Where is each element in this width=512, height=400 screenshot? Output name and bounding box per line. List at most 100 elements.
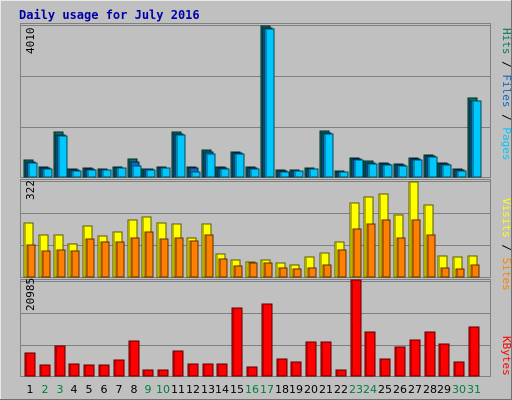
bar-kbytes-day-12 (187, 363, 199, 377)
hits-ymax-label: 4010 (24, 28, 37, 55)
bar-pages-day-6 (101, 169, 112, 178)
bar-pages-day-22 (338, 171, 349, 178)
day-label-17: 17 (260, 383, 274, 396)
day-label-4: 4 (71, 383, 78, 396)
bar-kbytes-day-30 (453, 361, 465, 377)
bar-sites-day-20 (307, 267, 317, 278)
bar-pages-day-4 (71, 170, 82, 178)
bar-pages-day-8 (131, 165, 142, 178)
bar-sites-day-23 (352, 228, 362, 278)
bar-pages-day-25 (382, 164, 393, 178)
day-label-19: 19 (289, 383, 303, 396)
day-label-11: 11 (171, 383, 185, 396)
bar-kbytes-day-4 (68, 363, 80, 377)
bar-pages-day-21 (323, 133, 334, 178)
kbytes-ymax-label: 20985 (24, 278, 37, 311)
day-label-9: 9 (145, 383, 152, 396)
bar-sites-day-26 (396, 237, 406, 278)
bar-kbytes-day-5 (83, 364, 95, 377)
bar-pages-day-11 (175, 134, 186, 178)
bar-pages-day-12 (190, 171, 201, 178)
day-label-5: 5 (86, 383, 93, 396)
kbytes-panel-legend: KBytes (500, 336, 512, 376)
bar-kbytes-day-28 (424, 331, 436, 377)
bar-sites-day-18 (278, 267, 288, 278)
bar-sites-day-12 (189, 240, 199, 278)
bar-pages-day-30 (456, 170, 467, 178)
day-label-21: 21 (319, 383, 333, 396)
bar-pages-day-20 (308, 168, 319, 178)
bar-pages-day-16 (249, 168, 260, 178)
hits-panel-legend: Hits / Files / Pages (500, 28, 512, 161)
bar-pages-day-23 (353, 159, 364, 178)
day-label-18: 18 (275, 383, 289, 396)
bar-kbytes-day-10 (157, 369, 169, 377)
day-label-10: 10 (156, 383, 170, 396)
day-label-12: 12 (186, 383, 200, 396)
bar-kbytes-day-22 (335, 369, 347, 377)
bar-sites-day-28 (426, 234, 436, 278)
bar-pages-day-18 (279, 171, 290, 178)
day-label-16: 16 (245, 383, 259, 396)
bar-sites-day-5 (85, 238, 95, 278)
bar-pages-day-13 (205, 153, 216, 178)
day-label-23: 23 (349, 383, 363, 396)
bar-sites-day-6 (100, 241, 110, 278)
bar-kbytes-day-7 (113, 359, 125, 377)
day-label-1: 1 (27, 383, 34, 396)
bar-kbytes-day-14 (216, 363, 228, 377)
day-label-3: 3 (57, 383, 64, 396)
bar-pages-day-17 (264, 28, 275, 178)
visits-ymax-label: 322 (24, 180, 37, 200)
bar-kbytes-day-16 (246, 366, 258, 377)
bar-pages-day-5 (86, 169, 97, 178)
bar-sites-day-25 (381, 219, 391, 278)
bar-sites-day-1 (26, 244, 36, 278)
bar-kbytes-day-29 (438, 343, 450, 377)
bar-pages-day-10 (160, 167, 171, 178)
bar-kbytes-day-23 (350, 279, 362, 377)
kbytes-panel (20, 279, 491, 377)
bar-pages-day-27 (412, 159, 423, 178)
visits-panel-legend: Visits / Sites (500, 198, 512, 291)
legend-files: Files (500, 74, 512, 107)
bar-kbytes-day-24 (364, 331, 376, 377)
day-label-27: 27 (408, 383, 422, 396)
bar-pages-day-3 (57, 135, 68, 178)
bar-kbytes-day-11 (172, 350, 184, 377)
bar-pages-day-19 (293, 170, 304, 178)
bar-sites-day-17 (263, 262, 273, 278)
bar-kbytes-day-9 (142, 369, 154, 377)
bar-pages-day-2 (42, 168, 53, 178)
bar-kbytes-day-21 (320, 341, 332, 377)
day-label-22: 22 (334, 383, 348, 396)
legend-hits: Hits (500, 28, 512, 55)
day-label-24: 24 (363, 383, 377, 396)
bar-kbytes-day-17 (261, 303, 273, 377)
bar-sites-day-24 (366, 223, 376, 278)
bar-sites-day-27 (411, 219, 421, 278)
bar-sites-day-4 (70, 250, 80, 278)
day-label-31: 31 (467, 383, 481, 396)
bar-kbytes-day-18 (276, 358, 288, 377)
bar-sites-day-7 (115, 241, 125, 278)
legend-visits: Visits (500, 198, 512, 238)
bar-sites-day-21 (322, 264, 332, 278)
bar-sites-day-14 (218, 258, 228, 278)
bar-pages-day-31 (471, 100, 482, 178)
bar-kbytes-day-31 (468, 326, 480, 377)
day-label-13: 13 (201, 383, 215, 396)
bar-sites-day-31 (470, 264, 480, 278)
bar-kbytes-day-3 (54, 345, 66, 377)
bar-pages-day-29 (441, 164, 452, 178)
bar-kbytes-day-20 (305, 341, 317, 377)
day-label-2: 2 (42, 383, 49, 396)
bar-sites-day-8 (130, 237, 140, 278)
bar-kbytes-day-27 (409, 339, 421, 377)
bar-sites-day-2 (41, 250, 51, 278)
bar-pages-day-24 (367, 163, 378, 178)
bar-pages-day-1 (27, 162, 38, 178)
bar-sites-day-9 (144, 231, 154, 278)
visits-sites-panel (20, 179, 491, 278)
